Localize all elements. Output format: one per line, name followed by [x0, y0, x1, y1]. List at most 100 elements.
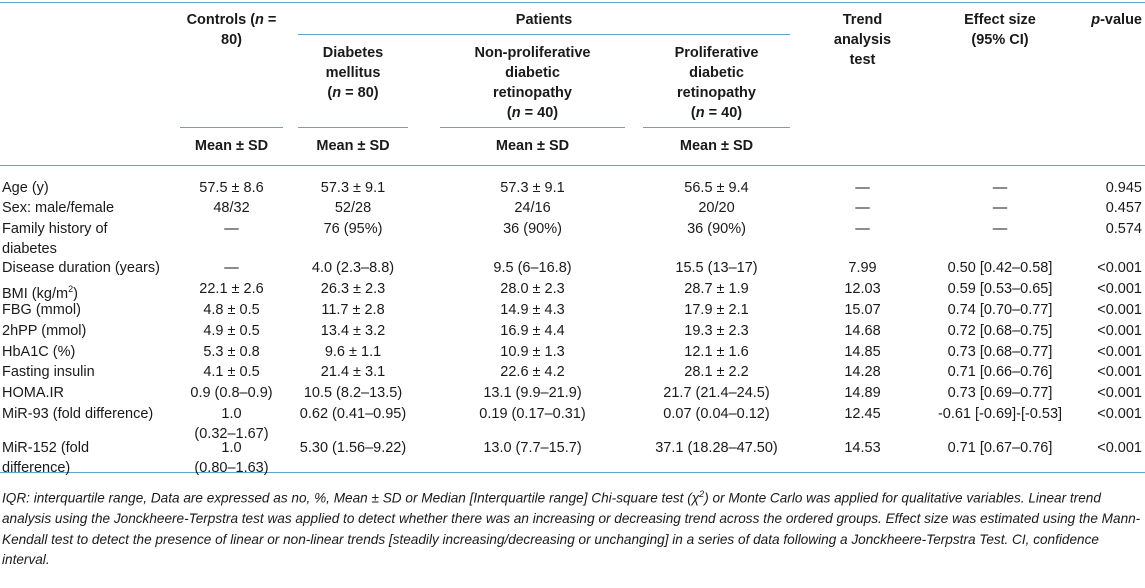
cell-trend: 12.45: [844, 406, 881, 422]
cell-dm: 21.4 ± 3.1: [320, 364, 386, 380]
cell-dm: 76 (95%): [323, 221, 383, 237]
cell-p: 0.574: [1105, 221, 1142, 237]
cell-controls: 57.5 ± 8.6: [199, 180, 264, 196]
cell-dm: 52/28: [334, 200, 372, 216]
cell-dm: 5.30 (1.56–9.22): [299, 440, 407, 456]
cell-effect: —: [992, 200, 1008, 216]
cell-effect: —: [992, 221, 1008, 237]
cell-controls: —: [224, 221, 239, 237]
cell-dm: 9.6 ± 1.1: [324, 344, 382, 360]
cell-dm: 4.0 (2.3–8.8): [311, 260, 395, 276]
cell-p: <0.001: [1097, 406, 1142, 422]
table-bottom-rule: [0, 472, 1145, 473]
cell-label: 2hPP (mmol): [2, 323, 87, 339]
header-bottom-rule: [0, 165, 1145, 166]
cell-trend: —: [855, 200, 870, 216]
cell-controls: 4.1 ± 0.5: [203, 364, 260, 380]
header-controls: Controls (n = 80): [186, 12, 277, 48]
cell-npdr: 13.1 (9.9–21.9): [483, 385, 582, 401]
cell-pdr: 37.1 (18.28–47.50): [655, 440, 778, 456]
cell-p: <0.001: [1097, 302, 1142, 318]
cell-effect: -0.61 [-0.69]-[-0.53]: [937, 406, 1063, 422]
cell-npdr: 10.9 ± 1.3: [500, 344, 565, 360]
header-trend: Trend analysis test: [833, 12, 892, 68]
cell-trend: 14.68: [844, 323, 881, 339]
cell-effect: 0.73 [0.68–0.77]: [947, 344, 1053, 360]
cell-pdr: 19.3 ± 2.3: [684, 323, 749, 339]
cell-p: <0.001: [1097, 344, 1142, 360]
cell-effect: 0.59 [0.53–0.65]: [947, 281, 1053, 297]
cell-label: MiR-93 (fold difference): [2, 406, 154, 422]
cell-dm: 13.4 ± 3.2: [320, 323, 386, 339]
cell-controls: 1.0 (0.80–1.63): [194, 440, 269, 476]
cell-label: FBG (mmol): [2, 302, 81, 318]
cell-npdr: 13.0 (7.7–15.7): [483, 440, 582, 456]
cell-npdr: 0.19 (0.17–0.31): [479, 406, 586, 422]
meansd-controls: Mean ± SD: [194, 138, 269, 154]
meansd-dm: Mean ± SD: [316, 138, 390, 154]
cell-controls: 22.1 ± 2.6: [199, 281, 264, 297]
top-rule: [0, 2, 1145, 3]
cell-p: <0.001: [1097, 281, 1142, 297]
cell-effect: —: [992, 180, 1008, 196]
cell-npdr: 57.3 ± 9.1: [500, 180, 565, 196]
cell-dm: 0.62 (0.41–0.95): [299, 406, 407, 422]
cell-controls: —: [224, 260, 239, 276]
cell-effect: 0.71 [0.67–0.76]: [947, 440, 1053, 456]
cell-npdr: 16.9 ± 4.4: [500, 323, 565, 339]
cell-effect: 0.71 [0.66–0.76]: [947, 364, 1053, 380]
cell-pdr: 17.9 ± 2.1: [684, 302, 749, 318]
meansd-rule-pdr: [643, 127, 790, 128]
cell-trend: 15.07: [844, 302, 881, 318]
cell-controls: 0.9 (0.8–0.9): [190, 385, 273, 401]
cell-trend: —: [855, 221, 870, 237]
cell-controls: 4.9 ± 0.5: [203, 323, 260, 339]
cell-label: Disease duration (years): [2, 260, 160, 276]
header-patients: Patients: [515, 12, 573, 28]
cell-pdr: 28.1 ± 2.2: [684, 364, 749, 380]
header-effect-size: Effect size (95% CI): [964, 12, 1036, 48]
cell-controls: 4.8 ± 0.5: [203, 302, 260, 318]
cell-label: HOMA.IR: [2, 385, 65, 401]
cell-effect: 0.72 [0.68–0.75]: [947, 323, 1053, 339]
cell-pdr: 20/20: [698, 200, 735, 216]
cell-effect: 0.50 [0.42–0.58]: [947, 260, 1053, 276]
cell-p: <0.001: [1097, 323, 1142, 339]
cell-pdr: 28.7 ± 1.9: [684, 281, 749, 297]
header-diabetes-mellitus: Diabetes mellitus (n = 80): [322, 45, 384, 101]
cell-label: Family history of diabetes: [2, 221, 108, 257]
header-p-value: p-value: [1091, 12, 1142, 28]
cell-trend: 14.85: [844, 344, 881, 360]
cell-label: Fasting insulin: [2, 364, 95, 380]
patients-rule: [298, 34, 790, 35]
cell-p: <0.001: [1097, 385, 1142, 401]
cell-npdr: 14.9 ± 4.3: [500, 302, 565, 318]
cell-effect: 0.73 [0.69–0.77]: [947, 385, 1053, 401]
cell-pdr: 56.5 ± 9.4: [684, 180, 749, 196]
cell-label: BMI (kg/m2): [2, 284, 78, 302]
cell-dm: 26.3 ± 2.3: [320, 281, 386, 297]
cell-controls: 48/32: [213, 200, 250, 216]
meansd-npdr: Mean ± SD: [495, 138, 570, 154]
meansd-rule-controls: [180, 127, 283, 128]
cell-trend: 7.99: [848, 260, 877, 276]
cell-npdr: 28.0 ± 2.3: [500, 281, 565, 297]
cell-trend: 14.53: [844, 440, 881, 456]
cell-dm: 10.5 (8.2–13.5): [303, 385, 403, 401]
cell-dm: 57.3 ± 9.1: [320, 180, 386, 196]
cell-p: <0.001: [1097, 260, 1142, 276]
cell-p: <0.001: [1097, 364, 1142, 380]
cell-p: 0.457: [1105, 200, 1142, 216]
cell-trend: —: [855, 180, 870, 196]
cell-trend: 14.89: [844, 385, 881, 401]
cell-p: <0.001: [1097, 440, 1142, 456]
cell-pdr: 15.5 (13–17): [675, 260, 758, 276]
meansd-rule-dm: [298, 127, 408, 128]
cell-pdr: 36 (90%): [687, 221, 746, 237]
cell-pdr: 0.07 (0.04–0.12): [663, 406, 770, 422]
cell-label: Sex: male/female: [2, 200, 115, 216]
cell-controls: 1.0 (0.32–1.67): [194, 406, 269, 442]
cell-npdr: 24/16: [514, 200, 551, 216]
cell-p: 0.945: [1105, 180, 1142, 196]
cell-trend: 14.28: [844, 364, 881, 380]
